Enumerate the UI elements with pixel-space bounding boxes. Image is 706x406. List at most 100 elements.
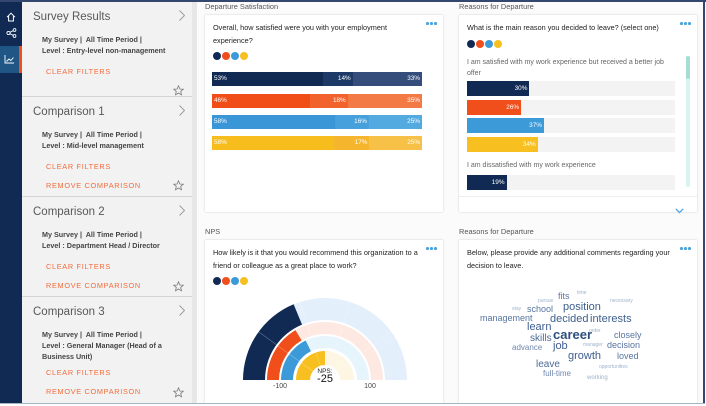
frame-border-bottom (0, 403, 705, 404)
chevron-right-icon[interactable] (179, 303, 186, 321)
chevron-right-icon[interactable] (179, 203, 186, 221)
bar-segment[interactable]: 14% (323, 72, 353, 86)
word-cloud-word[interactable]: pursue (538, 298, 554, 304)
bar-segment[interactable]: 53% (212, 72, 324, 86)
word-cloud-word[interactable]: skills (530, 333, 552, 344)
stacked-bar[interactable]: 53% 14% 33% (212, 72, 422, 86)
word-cloud-word[interactable]: growth (568, 350, 602, 362)
word-cloud-word[interactable]: position (563, 301, 601, 313)
nav-analytics[interactable] (0, 46, 22, 73)
gauge-fill[interactable] (267, 330, 302, 380)
bar-track[interactable]: 26% (467, 100, 675, 115)
gauge-fill[interactable] (281, 340, 311, 380)
stacked-bar[interactable]: 58% 17% 25% (212, 136, 422, 150)
reasons-card: What is the main reason you decided to l… (459, 15, 697, 214)
star-icon[interactable] (172, 178, 185, 191)
bar-segment[interactable]: 25% (369, 136, 422, 150)
word-cloud-word[interactable]: career (553, 327, 593, 342)
filter-summary: My Survey | All Time Period | Level : Mi… (33, 129, 183, 151)
gauge-fill[interactable] (243, 304, 303, 380)
clear-filters-link[interactable]: CLEAR FILTERS (46, 162, 111, 171)
panel-header[interactable]: Comparison 1 (33, 105, 192, 119)
word-cloud-word[interactable]: manager (583, 342, 603, 348)
more-options-icon[interactable] (680, 22, 691, 25)
word-cloud-word[interactable]: leave (536, 359, 560, 370)
gauge-track (325, 298, 407, 380)
word-cloud-word[interactable]: job (553, 340, 568, 352)
word-cloud-word[interactable]: time (577, 290, 587, 296)
panel-title: Comparison 1 (33, 106, 105, 118)
word-cloud-word[interactable]: advance (512, 343, 543, 352)
bar-segment[interactable]: 58% (212, 115, 336, 129)
bar-segment[interactable]: 33% (352, 72, 422, 86)
bar-segment[interactable]: 35% (347, 94, 422, 108)
gauge-fill[interactable] (296, 351, 325, 380)
more-options-icon[interactable] (426, 247, 437, 250)
more-options-icon[interactable] (680, 247, 691, 250)
star-icon[interactable] (172, 279, 185, 292)
bar-segment[interactable]: 58% (212, 136, 334, 150)
question-text: Overall, how satisfied were you with you… (213, 23, 387, 45)
question-text: Below, please provide any additional com… (467, 248, 670, 270)
remove-comparison-link[interactable]: REMOVE COMPARISON (46, 281, 141, 290)
bar-segment[interactable]: 18% (309, 94, 348, 108)
word-cloud-word[interactable]: management (480, 313, 533, 323)
clear-filters-link[interactable]: CLEAR FILTERS (46, 262, 111, 271)
stacked-bar[interactable]: 46% 18% 35% (212, 94, 422, 108)
bar-segment[interactable]: 17% (333, 136, 370, 150)
word-cloud-word[interactable]: loved (617, 351, 639, 361)
clear-filters-link[interactable]: CLEAR FILTERS (46, 67, 111, 76)
word-cloud-word[interactable]: full-time (543, 369, 572, 378)
word-cloud-word[interactable]: stay (512, 306, 522, 312)
scrollbar[interactable] (686, 56, 690, 187)
filter-summary: My Survey | All Time Period | Level : En… (33, 34, 183, 56)
word-cloud-word[interactable]: order (589, 328, 601, 334)
stacked-bar[interactable]: 58% 16% 25% (212, 115, 422, 129)
gauge-divider (329, 300, 351, 367)
nps-card: How likely is it that you would recommen… (205, 240, 443, 406)
bar-segment[interactable]: 25% (368, 115, 422, 129)
bar-track[interactable]: 34% (467, 137, 675, 152)
chevron-down-icon[interactable] (675, 201, 684, 219)
star-icon[interactable] (172, 83, 185, 96)
filter-line: My Survey | All Time Period | (42, 230, 142, 239)
word-cloud-word[interactable]: learn (527, 321, 552, 333)
panel-header[interactable]: Comparison 3 (33, 305, 192, 319)
bar-fill: 26% (467, 100, 522, 115)
answer-list[interactable]: I am satisfied with my work experience b… (459, 55, 685, 191)
word-cloud-word[interactable]: school (527, 304, 554, 314)
bar-track[interactable]: 19% (467, 175, 675, 190)
scrollbar-thumb[interactable] (686, 56, 690, 79)
word-cloud-word[interactable]: interests (590, 313, 632, 325)
word-cloud-word[interactable]: decided (550, 313, 589, 325)
word-cloud-word[interactable]: necessary (610, 298, 633, 304)
word-cloud-word[interactable]: opportunities (599, 364, 628, 370)
word-cloud-word[interactable]: decision (607, 340, 641, 350)
legend (213, 52, 248, 60)
word-cloud-word[interactable]: closely (614, 330, 642, 340)
filter-line: My Survey | All Time Period | (42, 130, 142, 139)
bar-segment[interactable]: 46% (212, 94, 310, 108)
remove-comparison-link[interactable]: REMOVE COMPARISON (46, 181, 141, 190)
word-cloud-word[interactable]: working (587, 375, 608, 381)
bar-track[interactable]: 37% (467, 118, 675, 133)
bar-track[interactable]: 30% (467, 81, 675, 96)
chevron-right-icon[interactable] (179, 103, 186, 121)
frame-border-top (0, 0, 706, 2)
answer-option-label: I am dissatisfied with my work experienc… (467, 162, 596, 169)
chevron-right-icon[interactable] (179, 8, 186, 26)
remove-comparison-link[interactable]: REMOVE COMPARISON (46, 387, 141, 396)
word-cloud-word[interactable]: fits (558, 291, 570, 301)
nav-network[interactable] (0, 26, 22, 42)
star-icon[interactable] (172, 385, 185, 398)
legend-dot (213, 277, 221, 285)
panel-header[interactable]: Survey Results (33, 10, 192, 24)
legend-dot (240, 52, 248, 60)
panel-header[interactable]: Comparison 2 (33, 205, 192, 219)
nav-home[interactable] (0, 10, 22, 26)
more-options-icon[interactable] (426, 22, 437, 25)
clear-filters-link[interactable]: CLEAR FILTERS (46, 368, 111, 377)
bar-fill: 37% (467, 118, 544, 133)
bar-segment[interactable]: 16% (335, 115, 369, 129)
